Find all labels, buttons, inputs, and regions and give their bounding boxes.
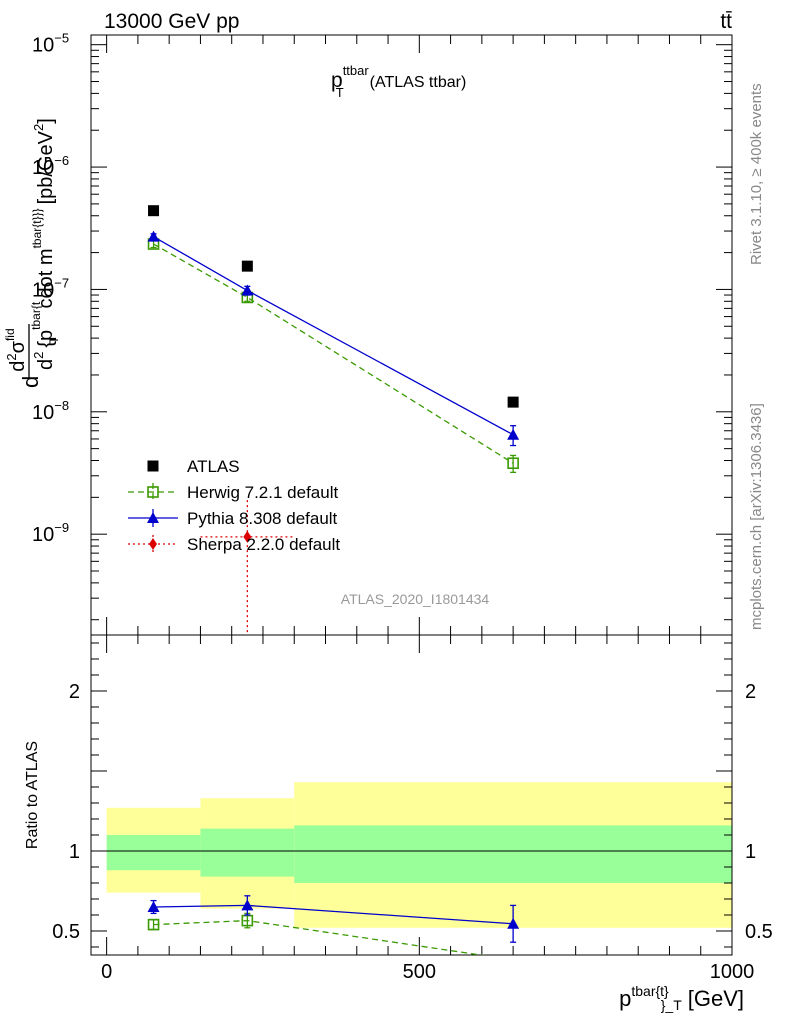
ratio-data-point bbox=[507, 917, 520, 929]
xlabel-sup: tbar{t} bbox=[631, 983, 669, 999]
tick-exponent: −5 bbox=[54, 31, 69, 46]
legend-label: Sherpa 2.2.0 default bbox=[187, 535, 340, 554]
xlabel-unit: [GeV] bbox=[688, 986, 744, 1011]
ylabel-units-close: ] bbox=[35, 118, 57, 124]
ratio-y-tick-label-left: 0.5 bbox=[52, 921, 80, 943]
ratio-data-point bbox=[241, 899, 254, 911]
main-data-point bbox=[241, 260, 253, 272]
legend-entry-0: ATLAS bbox=[147, 457, 240, 476]
ylabel-units-sq: 2 bbox=[31, 124, 46, 131]
tick-mantissa: 10 bbox=[32, 279, 54, 301]
ylabel-sigma: σ bbox=[7, 340, 29, 353]
main-y-tick-label: 10−8 bbox=[32, 398, 69, 424]
chart-marks bbox=[147, 205, 520, 955]
main-data-point bbox=[241, 284, 254, 296]
legend-entry-2: Pythia 8.308 default bbox=[128, 509, 338, 528]
ylabel-m-sup: tbar{t}}} bbox=[30, 208, 44, 248]
main-data-point bbox=[243, 530, 252, 543]
ratio-y-tick-label-right: 1 bbox=[745, 841, 756, 863]
main-data-point bbox=[147, 230, 160, 242]
x-tick-label: 0 bbox=[101, 961, 112, 983]
main-data-point bbox=[507, 457, 519, 470]
ratio-inner-band-2 bbox=[294, 825, 732, 883]
main-y-tick-label: 10−5 bbox=[32, 31, 69, 57]
ylabel-d-denominator: d bbox=[35, 359, 57, 370]
legend-marker bbox=[147, 460, 159, 472]
ylabel-p-sup: tbar{t bbox=[29, 301, 43, 330]
ratio-plot-frame bbox=[90, 634, 733, 956]
legend-marker bbox=[147, 486, 159, 498]
ratio-y-axis-label: Ratio to ATLAS bbox=[24, 741, 41, 849]
tick-mantissa: 10 bbox=[32, 402, 54, 424]
ylabel-p-sub: T bbox=[47, 336, 61, 344]
ylabel-sq: 2 bbox=[4, 353, 19, 360]
main-series-1 bbox=[147, 238, 519, 474]
ratio-y-tick-label-right: 0.5 bbox=[745, 921, 773, 943]
source-label: mcplots.cern.ch [arXiv:1306.3436] bbox=[748, 403, 765, 630]
chart-title: pttbar T (ATLAS ttbar) bbox=[331, 63, 466, 100]
ratio-y-tick-label-right: 2 bbox=[745, 681, 756, 703]
tick-exponent: −8 bbox=[54, 398, 69, 413]
main-series-0 bbox=[200, 500, 295, 635]
legend-entry-3: Sherpa 2.2.0 default bbox=[128, 535, 340, 554]
ylabel-d2: d bbox=[7, 361, 29, 372]
y-axis-label: dd2σfid d2{ptbar{tTcdot mtbar{t}}}[pb/Ge… bbox=[3, 118, 61, 388]
x-tick-label: 500 bbox=[403, 961, 436, 983]
x-tick-label: 1000 bbox=[710, 961, 755, 983]
ylabel-units: [pb/GeV bbox=[35, 130, 57, 204]
legend: ATLAS Herwig 7.2.1 default Pythia 8.308 de… bbox=[128, 457, 340, 554]
ratio-y-tick-label-left: 2 bbox=[69, 681, 80, 703]
ratio-y-tick-label-left: 1 bbox=[69, 841, 80, 863]
main-series-2 bbox=[147, 230, 520, 447]
legend-marker bbox=[147, 512, 159, 523]
ratio-data-point bbox=[147, 901, 160, 912]
ylabel-p: {p bbox=[35, 330, 57, 348]
title-subscript: T bbox=[336, 85, 344, 100]
main-y-tick-label: 10−9 bbox=[32, 520, 69, 546]
legend-label: ATLAS bbox=[187, 457, 240, 476]
ratio-data-point bbox=[147, 918, 160, 931]
energy-label: 13000 GeV pp bbox=[104, 10, 239, 33]
tick-exponent: −6 bbox=[54, 153, 69, 168]
ratio-series-group bbox=[147, 895, 520, 955]
ratio-series-1 bbox=[147, 895, 520, 943]
ratio-inner-band-1 bbox=[200, 828, 295, 877]
x-axis-label: ptbar{t}}_T [GeV] bbox=[619, 983, 744, 1013]
tick-exponent: −9 bbox=[54, 520, 69, 535]
process-label: tt̄ bbox=[720, 10, 732, 33]
legend-entry-1: Herwig 7.2.1 default bbox=[128, 483, 338, 502]
main-series-3 bbox=[148, 205, 519, 408]
tick-mantissa: 10 bbox=[32, 157, 54, 179]
title-main: p bbox=[331, 69, 343, 92]
legend-label: Pythia 8.308 default bbox=[187, 509, 338, 528]
title-rest: (ATLAS ttbar) bbox=[370, 74, 467, 91]
main-series-line bbox=[153, 236, 514, 436]
main-series-line bbox=[153, 243, 514, 464]
tick-exponent: −7 bbox=[54, 275, 69, 290]
ratio-inner-band-0 bbox=[106, 835, 201, 871]
ylabel-sq-denominator: 2 bbox=[31, 352, 46, 359]
ylabel-cdot: cdot m bbox=[35, 248, 57, 308]
main-data-point bbox=[507, 428, 520, 440]
main-y-tick-label: 10−6 bbox=[32, 153, 69, 179]
ylabel-fid: fid bbox=[3, 328, 17, 341]
title-superscript: ttbar bbox=[343, 63, 370, 78]
main-data-point bbox=[507, 396, 519, 408]
legend-marker bbox=[149, 538, 157, 550]
svg-text:dd2σfid: dd2σfid bbox=[3, 328, 43, 388]
tick-mantissa: 10 bbox=[32, 35, 54, 57]
rivet-version-label: Rivet 3.1.10, ≥ 400k events bbox=[748, 83, 765, 265]
main-data-point bbox=[148, 205, 160, 217]
ratio-uncertainty-bands bbox=[106, 782, 732, 928]
main-y-tick-label: 10−7 bbox=[32, 275, 69, 301]
ylabel-d: d bbox=[18, 376, 43, 388]
tick-mantissa: 10 bbox=[32, 524, 54, 546]
legend-label: Herwig 7.2.1 default bbox=[187, 483, 338, 502]
analysis-id-label: ATLAS_2020_I1801434 bbox=[341, 591, 490, 607]
xlabel-p: p bbox=[619, 986, 631, 1011]
svg-text:d2{ptbar{tTcdot mtbar{t}}}[pb/: d2{ptbar{tTcdot mtbar{t}}}[pb/GeV2] bbox=[29, 118, 61, 370]
xlabel-sub: }_T bbox=[661, 997, 682, 1013]
